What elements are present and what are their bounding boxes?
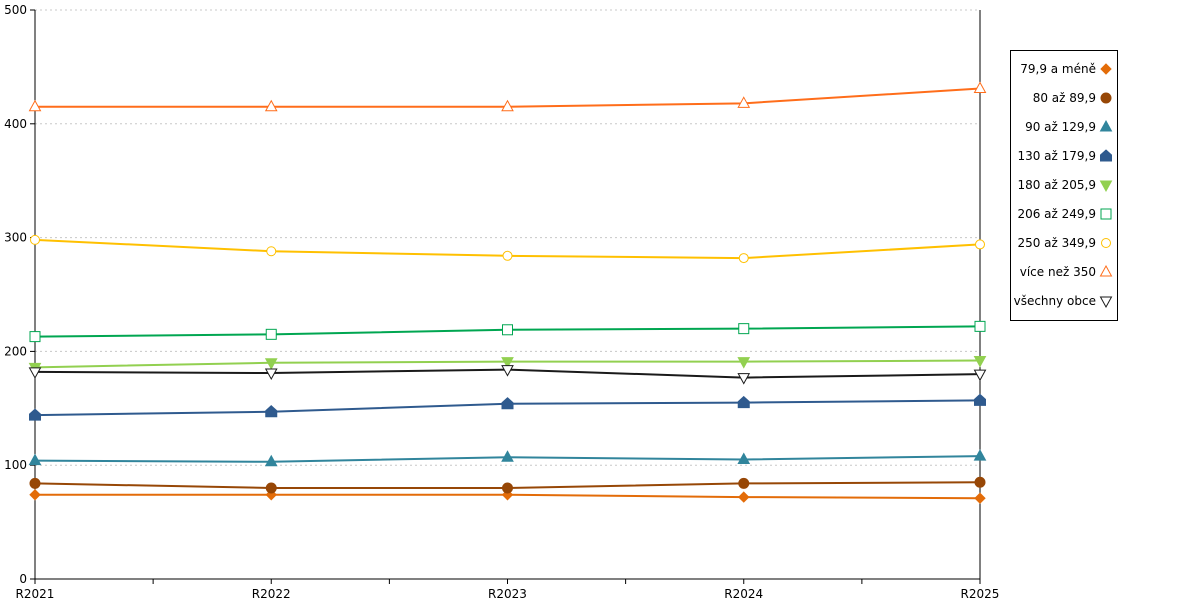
data-point [974, 476, 986, 488]
data-point [30, 234, 40, 245]
legend-label: 206 až 249,9 [1017, 207, 1096, 221]
legend-marker [1100, 63, 1112, 75]
data-point [265, 328, 277, 340]
legend-label: 130 až 179,9 [1017, 149, 1096, 163]
data-point [265, 405, 278, 418]
data-point [501, 397, 514, 410]
legend-label: 180 až 205,9 [1017, 178, 1096, 192]
series-2 [28, 449, 987, 467]
series-3 [29, 393, 986, 421]
data-point [264, 368, 278, 381]
data-point [501, 357, 514, 369]
data-point [973, 81, 987, 94]
x-tick-label: R2024 [724, 587, 763, 600]
y-tick-label: 100 [4, 458, 27, 472]
x-tick-label: R2025 [961, 587, 1000, 600]
data-point [738, 253, 749, 264]
data-point [266, 246, 277, 257]
data-point [973, 369, 987, 382]
data-point [738, 477, 750, 489]
data-point [737, 373, 751, 385]
data-point [737, 96, 751, 108]
legend-label: všechny obce [1014, 294, 1096, 308]
legend-marker [1099, 264, 1113, 277]
x-tick-label: R2021 [16, 587, 55, 600]
data-point [29, 408, 41, 421]
legend-marker [1100, 208, 1112, 220]
data-point [264, 99, 278, 112]
series-group [28, 81, 987, 504]
data-point [29, 477, 41, 489]
data-point [974, 492, 986, 504]
y-tick-label: 400 [4, 117, 27, 131]
series-0 [29, 489, 986, 504]
data-point [28, 99, 42, 112]
legend-label: 90 až 129,9 [1025, 120, 1096, 134]
data-point [973, 449, 987, 461]
y-tick-label: 0 [19, 572, 27, 586]
data-point [501, 450, 514, 462]
data-point [973, 356, 987, 368]
data-point [29, 489, 41, 501]
data-point [501, 99, 514, 112]
data-point [502, 482, 513, 494]
legend-marker [1099, 119, 1113, 132]
data-point [502, 250, 513, 261]
legend-marker [1099, 180, 1113, 193]
data-point [264, 358, 278, 370]
data-point [737, 395, 750, 409]
y-tick-label: 500 [4, 3, 27, 17]
series-7 [28, 81, 987, 112]
x-tick-label: R2022 [252, 587, 291, 600]
x-tick-label: R2023 [488, 587, 527, 600]
legend-label: 80 až 89,9 [1033, 91, 1096, 105]
axes: 0 100 200 300 400 500 R2021 R2022 R2023 R2024 R202… [4, 3, 999, 600]
data-point [265, 482, 277, 494]
y-tick-label: 300 [4, 231, 27, 245]
series-6 [30, 234, 985, 264]
series-8 [28, 365, 987, 385]
gridlines [35, 9, 980, 466]
data-point [29, 331, 41, 343]
legend-marker [1100, 149, 1112, 162]
series-5 [29, 320, 986, 343]
data-point [974, 393, 986, 406]
data-point [738, 323, 750, 335]
data-point [501, 365, 514, 377]
legend-marker [1101, 238, 1111, 248]
data-point [502, 324, 513, 336]
series-1 [29, 476, 986, 494]
series-4 [28, 356, 987, 375]
legend: 79,9 a méně 80 až 89,9 90 až 129,9 130 až 1… [1010, 50, 1118, 321]
legend-label: 250 až 349,9 [1017, 236, 1096, 250]
data-point [975, 239, 985, 250]
legend-marker [1099, 296, 1113, 309]
data-point [738, 491, 750, 503]
data-point [264, 454, 278, 467]
data-point [974, 320, 986, 332]
legend-label: 79,9 a méně [1020, 62, 1096, 76]
legend-box [1010, 50, 1118, 321]
legend-marker [1100, 92, 1112, 104]
data-point [737, 357, 751, 369]
data-point [28, 367, 42, 379]
y-tick-label: 200 [4, 344, 27, 358]
data-point [28, 453, 42, 466]
data-point [737, 452, 751, 465]
legend-label: více než 350 [1020, 265, 1096, 279]
